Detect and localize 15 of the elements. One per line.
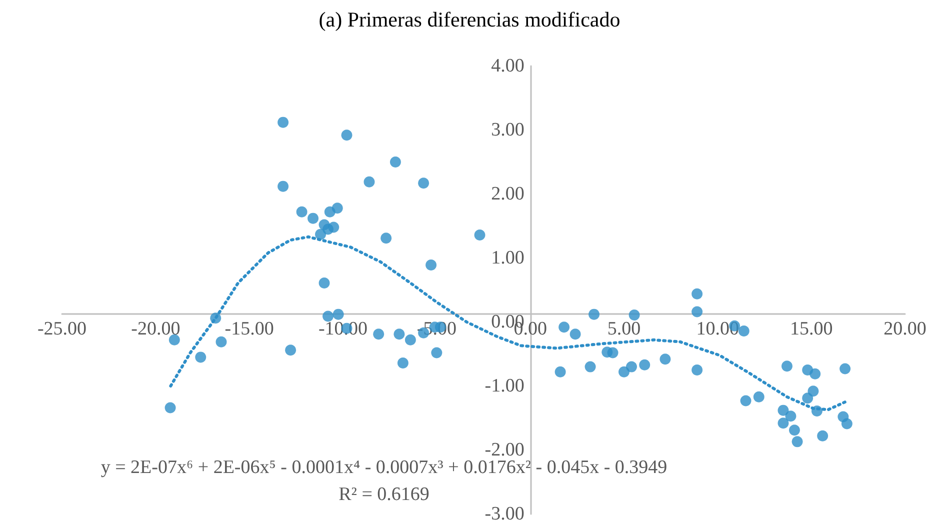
annotation: R² = 0.6169 [338,484,430,505]
y-tick-label: 1.00 [491,248,524,268]
x-tick-label: 5.00 [607,318,641,340]
y-tick-label: 3.00 [491,120,524,140]
x-tick-label: 15.00 [790,318,833,340]
y-tick-label: -1.00 [484,376,524,396]
x-tick-label: -15.00 [224,318,274,340]
y-tick-label: 2.00 [491,184,524,204]
chart-title: (a) Primeras diferencias modificado [318,8,620,32]
x-tick-label: 20.00 [884,318,926,340]
x-tick-label: 10.00 [696,318,740,340]
y-tick-label: -3.00 [484,504,524,524]
x-tick-label: -25.00 [37,318,87,340]
y-tick-label: 4.00 [491,56,524,76]
x-tick-label: -20.00 [131,318,180,340]
